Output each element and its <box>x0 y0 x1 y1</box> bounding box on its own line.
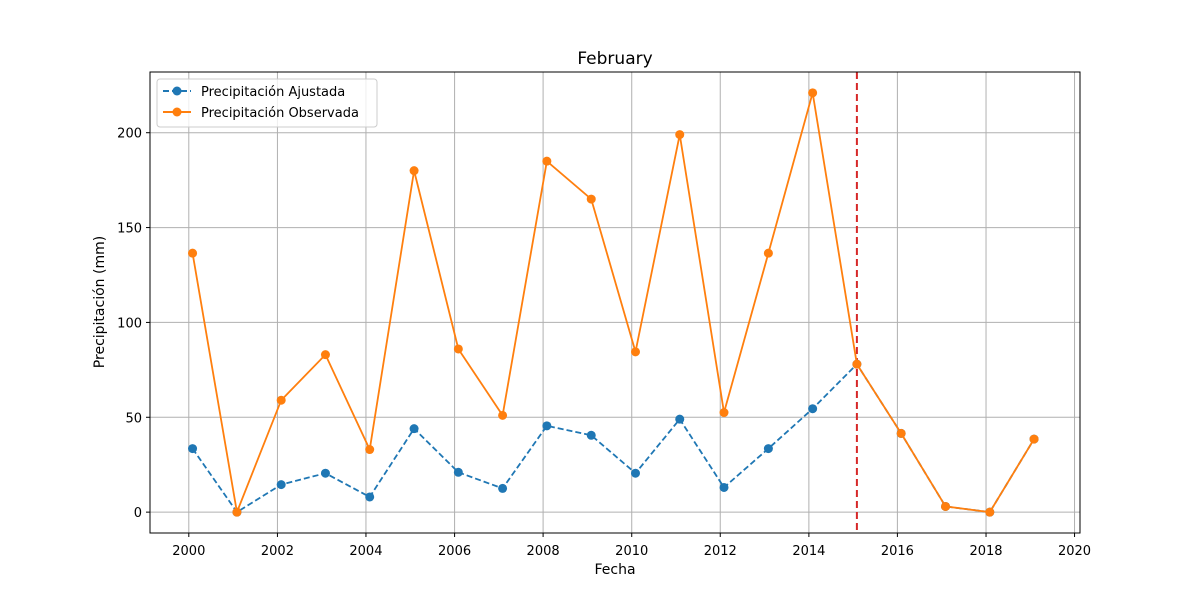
x-tick-label: 2012 <box>704 544 737 559</box>
data-point-observada <box>365 445 375 455</box>
data-point-observada <box>542 156 552 166</box>
data-point-observada <box>409 166 419 176</box>
series-line-ajustada <box>191 362 1035 514</box>
x-tick-label: 2000 <box>172 544 205 559</box>
data-point-ajustada <box>409 424 419 434</box>
grid <box>150 72 1080 533</box>
x-tick-label: 2004 <box>349 544 382 559</box>
y-axis-label: Precipitación (mm) <box>92 236 108 368</box>
y-tick-label: 150 <box>117 222 142 237</box>
legend-entry-ajustada: Precipitación Ajustada <box>163 85 345 100</box>
data-point-observada <box>586 194 596 204</box>
legend-entry-observada: Precipitación Observada <box>163 106 359 121</box>
data-point-observada <box>808 88 818 98</box>
data-point-observada <box>276 395 286 405</box>
x-axis: 2000 2002 2004 2006 2008 2010 2012 2014 2016 2018… <box>172 533 1091 559</box>
y-tick-label: 50 <box>125 411 142 426</box>
data-point-observada <box>719 408 729 418</box>
data-point-ajustada <box>365 492 375 502</box>
data-point-ajustada <box>675 414 685 424</box>
x-tick-label: 2008 <box>527 544 560 559</box>
data-point-ajustada <box>320 468 330 478</box>
series-line-observada <box>191 92 1035 516</box>
data-point-observada <box>188 248 198 258</box>
legend-marker-ajustada <box>172 86 182 96</box>
data-point-observada <box>896 428 906 438</box>
legend-label-ajustada: Precipitación Ajustada <box>201 85 345 100</box>
data-point-observada <box>941 501 951 511</box>
data-point-observada <box>498 410 508 420</box>
x-tick-label: 2002 <box>261 544 294 559</box>
data-point-observada <box>763 248 773 258</box>
data-point-ajustada <box>586 430 596 440</box>
plot-frame <box>149 71 1081 534</box>
y-tick-label: 200 <box>117 127 142 142</box>
data-point-ajustada <box>498 483 508 493</box>
x-axis-label: Fecha <box>594 562 635 578</box>
data-point-ajustada <box>276 480 286 490</box>
data-point-observada <box>232 507 242 517</box>
data-point-observada <box>630 347 640 357</box>
data-point-observada <box>985 507 995 517</box>
y-tick-label: 0 <box>134 506 142 521</box>
x-tick-label: 2018 <box>969 544 1002 559</box>
legend-label-observada: Precipitación Observada <box>201 106 359 121</box>
data-point-ajustada <box>630 468 640 478</box>
data-point-observada <box>453 344 463 354</box>
legend-box <box>156 78 378 128</box>
data-point-ajustada <box>188 444 198 454</box>
x-tick-label: 2006 <box>438 544 471 559</box>
data-point-ajustada <box>453 467 463 477</box>
x-tick-label: 2020 <box>1058 544 1091 559</box>
data-point-observada <box>1029 434 1039 444</box>
x-tick-label: 2014 <box>792 544 825 559</box>
x-tick-label: 2016 <box>881 544 914 559</box>
data-point-ajustada <box>719 482 729 492</box>
data-point-ajustada <box>542 421 552 431</box>
data-point-observada <box>320 350 330 360</box>
chart-title: February <box>577 49 652 69</box>
legend-marker-observada <box>172 107 182 117</box>
series-observada <box>188 88 1039 517</box>
data-point-observada <box>675 130 685 140</box>
data-point-ajustada <box>808 404 818 414</box>
y-tick-label: 100 <box>117 316 142 331</box>
legend: Precipitación Ajustada Precipitación Obs… <box>156 78 378 128</box>
series-layer <box>188 88 1039 517</box>
x-tick-label: 2010 <box>615 544 648 559</box>
y-axis: 0 50 100 150 200 <box>117 127 150 521</box>
data-point-ajustada <box>763 444 773 454</box>
data-point-observada <box>852 359 862 369</box>
